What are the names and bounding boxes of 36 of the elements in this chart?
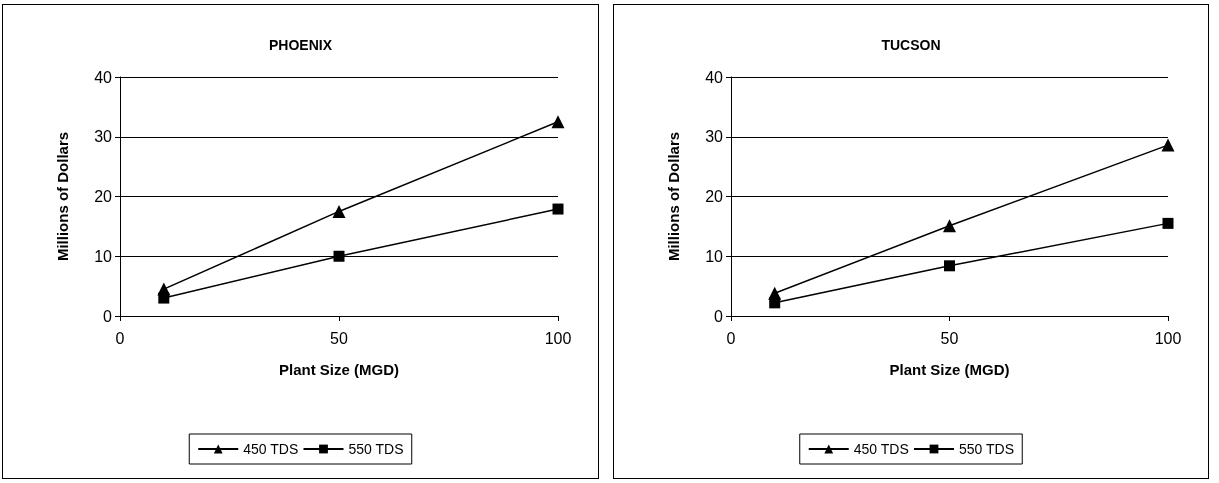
x-tick-label: 100	[544, 329, 572, 347]
point	[551, 115, 565, 129]
y-tick-label: 0	[103, 307, 113, 325]
point	[333, 250, 345, 262]
y-tick-label: 30	[94, 128, 113, 146]
point	[769, 297, 781, 309]
legend-label: 450 TDS	[243, 441, 299, 457]
legend-label: 550 TDS	[959, 441, 1014, 457]
point	[332, 204, 346, 218]
x-tick-label: 0	[726, 329, 736, 347]
point	[158, 292, 170, 304]
chart-title: TUCSON	[881, 37, 941, 53]
y-tick-label: 10	[94, 247, 113, 265]
y-tick-label: 40	[705, 68, 724, 86]
point	[943, 219, 956, 233]
y-tick-label: 0	[714, 307, 724, 325]
y-tick-label: 30	[705, 128, 724, 146]
legend-label: 550 TDS	[348, 441, 404, 457]
chart-title: PHOENIX	[268, 37, 333, 53]
x-tick-label: 0	[115, 329, 125, 347]
point	[1162, 217, 1174, 229]
legend-label: 450 TDS	[853, 441, 909, 457]
y-axis-title: Millions of Dollars	[54, 131, 71, 262]
y-tick-label: 20	[94, 188, 113, 205]
x-tick-label: 50	[940, 329, 959, 347]
point	[1161, 138, 1175, 152]
y-tick-label: 10	[705, 247, 724, 265]
x-tick-label: 50	[330, 329, 348, 347]
point	[944, 260, 955, 272]
point	[552, 203, 564, 215]
x-tick-label: 100	[1154, 329, 1182, 347]
y-axis-title: Millions of Dollars	[665, 131, 682, 262]
x-axis-title: Plant Size (MGD)	[889, 361, 1010, 378]
y-tick-label: 40	[94, 68, 113, 86]
y-tick-label: 20	[705, 188, 724, 205]
x-axis-title: Plant Size (MGD)	[278, 361, 400, 378]
